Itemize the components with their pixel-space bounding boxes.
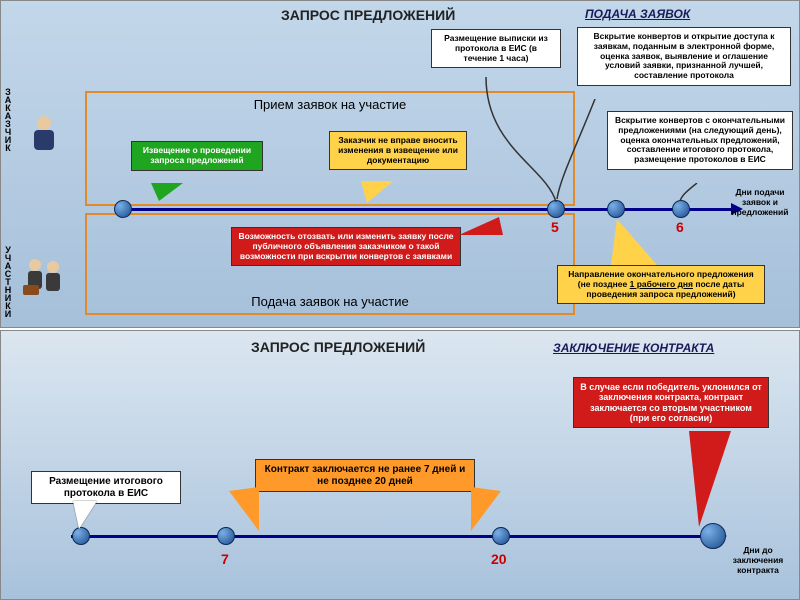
title-sub-bottom: ЗАКЛЮЧЕНИЕ КОНТРАКТА <box>553 341 714 355</box>
node-b0 <box>72 527 90 545</box>
timeline-top <box>121 208 733 211</box>
pointer-winner-declined <box>689 431 731 527</box>
title-main-bottom: ЗАПРОС ПРЕДЛОЖЕНИЙ <box>251 339 425 355</box>
axis-label-bottom: Дни до заключения контракта <box>723 545 793 575</box>
region-accept-label: Прием заявок на участие <box>254 97 407 112</box>
day-6: 6 <box>676 219 684 235</box>
callout-contract-window: Контракт заключается не ранее 7 дней и н… <box>255 459 475 492</box>
pointer-nochange <box>361 181 393 203</box>
callout-notice: Извещение о проведении запроса предложен… <box>131 141 263 171</box>
side-label-customer: ЗАКАЗЧИК <box>3 87 13 151</box>
callout-open1: Вскрытие конвертов и открытие доступа к … <box>577 27 791 86</box>
timeline-bottom <box>71 535 717 538</box>
callout-excerpt: Размещение выписки из протокола в ЕИС (в… <box>431 29 561 68</box>
region-submit-label: Подача заявок на участие <box>251 294 408 309</box>
day-5: 5 <box>551 219 559 235</box>
title-main-top: ЗАПРОС ПРЕДЛОЖЕНИЙ <box>281 7 455 23</box>
day-7: 7 <box>221 551 229 567</box>
panel-submission: ЗАПРОС ПРЕДЛОЖЕНИЙ ПОДАЧА ЗАЯВОК ЗАКАЗЧИ… <box>0 0 800 328</box>
callout-nochange: Заказчик не вправе вносить изменения в и… <box>329 131 467 170</box>
side-label-participants: УЧАСТНИКИ <box>3 245 13 317</box>
callout-open2: Вскрытие конвертов с окончательными пред… <box>607 111 793 170</box>
pointer-final <box>611 219 657 265</box>
title-sub-top: ПОДАЧА ЗАЯВОК <box>585 7 690 21</box>
node-day0 <box>114 200 132 218</box>
pointer-open2 <box>677 183 707 205</box>
day-20: 20 <box>491 551 507 567</box>
pointer-orange-left <box>229 487 259 531</box>
panel-contract: ЗАПРОС ПРЕДЛОЖЕНИЙ ЗАКЛЮЧЕНИЕ КОНТРАКТА … <box>0 330 800 600</box>
callout-final: Направление окончательного предложения (… <box>557 265 765 304</box>
callout-final-protocol: Размещение итогового протокола в ЕИС <box>31 471 181 504</box>
participants-icon <box>23 255 67 299</box>
pointer-excerpt <box>476 77 566 207</box>
pointer-notice <box>151 183 183 201</box>
pointer-final-protocol <box>73 501 97 529</box>
callout-winner-declined: В случае если победитель уклонился от за… <box>573 377 769 428</box>
pointer-withdraw <box>459 217 503 235</box>
pointer-open1 <box>555 99 615 204</box>
pointer-orange-right <box>471 487 501 531</box>
axis-label-top: Дни подачи заявок и предложений <box>727 187 793 217</box>
callout-withdraw: Возможность отозвать или изменить заявку… <box>231 227 461 266</box>
customer-icon <box>27 113 61 153</box>
